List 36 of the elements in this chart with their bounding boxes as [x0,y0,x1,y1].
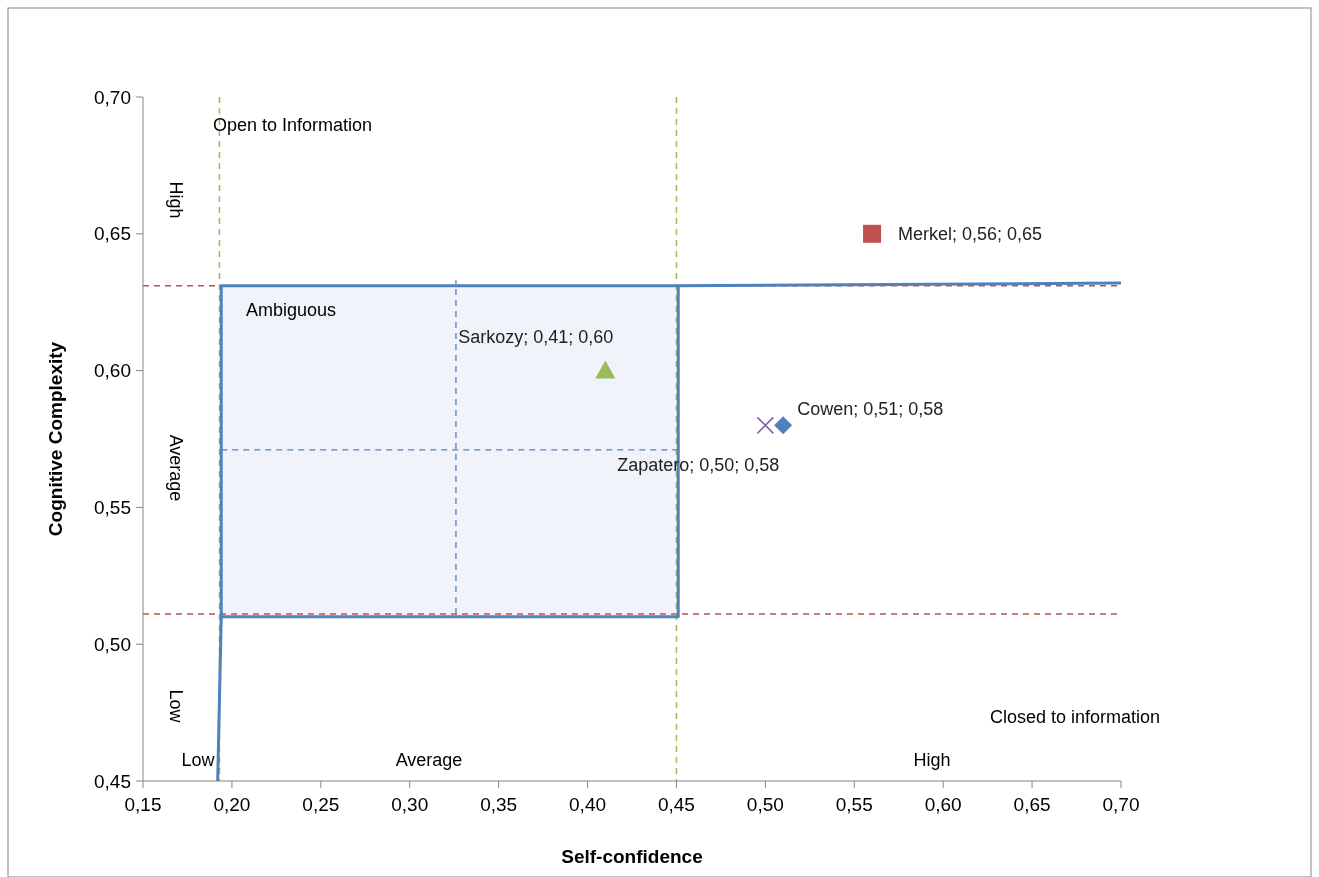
y-tick-label: 0,70 [94,86,131,108]
x-tick-label: 0,15 [124,794,162,815]
x-tick-label: 0,50 [746,794,784,815]
annotation: Low [165,689,186,724]
annotation: Ambiguous [246,300,337,320]
y-tick-label: 0,50 [94,633,131,655]
x-tick-label: 0,20 [213,794,251,815]
y-tick-label: 0,65 [94,223,131,245]
x-tick-label: 0,60 [924,794,962,815]
y-tick-label: 0,60 [94,360,131,382]
annotation: Open to Information [213,115,373,135]
y-tick-label: 0,45 [94,770,131,792]
x-tick-label: 0,40 [569,794,607,815]
data-label: Sarkozy; 0,41; 0,60 [458,326,614,347]
x-tick-label: 0,70 [1102,794,1140,815]
annotation: High [165,181,186,219]
x-tick-label: 0,55 [835,794,873,815]
x-tick-label: 0,30 [391,794,429,815]
x-tick-label: 0,65 [1013,794,1051,815]
x-tick-label: 0,35 [480,794,518,815]
point [595,360,616,379]
point [756,416,775,435]
annotation: Average [165,434,186,502]
x-tick-label: 0,25 [302,794,340,815]
y-tick-label: 0,55 [94,497,131,519]
x-tick-label: 0,45 [657,794,695,815]
data-label: Merkel; 0,56; 0,65 [898,223,1043,244]
y-axis-title: Cognitive Complexity [45,341,66,537]
x-axis-title: Self-confidence [561,846,703,867]
point [863,224,882,243]
annotation: Closed to information [989,707,1160,727]
annotation: Low [181,750,216,770]
annotation: Average [395,750,463,770]
annotation: High [913,750,951,770]
point [774,416,793,435]
data-label: Cowen; 0,51; 0,58 [797,399,944,420]
